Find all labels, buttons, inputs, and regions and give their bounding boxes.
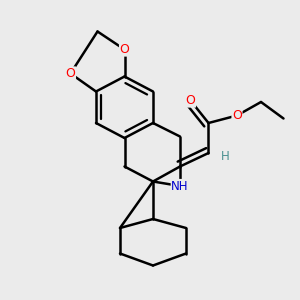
Text: O: O: [66, 67, 75, 80]
Text: O: O: [120, 43, 129, 56]
Text: NH: NH: [171, 179, 189, 193]
Text: O: O: [186, 94, 195, 107]
Text: O: O: [232, 109, 242, 122]
Text: H: H: [220, 150, 230, 163]
